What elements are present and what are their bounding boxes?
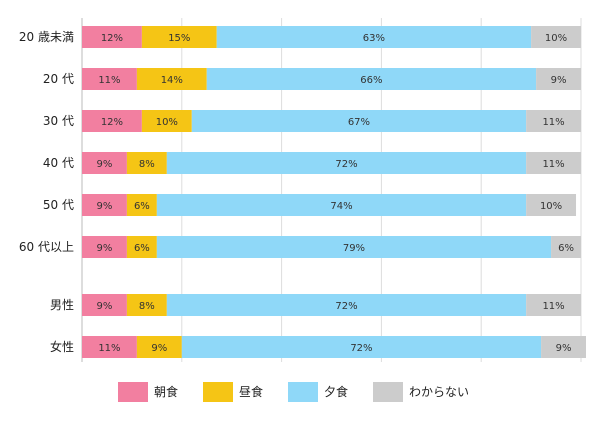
bar-segment [526, 152, 581, 174]
data-label: 11% [542, 301, 564, 312]
legend-label: 夕食 [324, 384, 348, 399]
bar-segment [216, 26, 532, 48]
data-label: 72% [335, 159, 357, 170]
bar-segment [166, 152, 527, 174]
data-label: 9% [556, 343, 572, 354]
legend-swatch [373, 382, 403, 402]
data-label: 79% [343, 243, 365, 254]
legend-label: 昼食 [239, 384, 263, 399]
bar-segment [141, 26, 217, 48]
category-label: 60 代以上 [19, 240, 74, 254]
category-label: 30 代 [43, 114, 74, 128]
bar-segment [156, 194, 527, 216]
bar-segment [551, 236, 581, 258]
data-label: 11% [542, 117, 564, 128]
bar-segment [191, 110, 527, 132]
data-label: 10% [540, 201, 562, 212]
data-label: 63% [363, 33, 385, 44]
data-label: 72% [335, 301, 357, 312]
data-label: 11% [542, 159, 564, 170]
bar-segment [82, 236, 127, 258]
data-label: 74% [330, 201, 352, 212]
bar-segment [156, 236, 552, 258]
bar-segment [82, 336, 137, 358]
legend-label: 朝食 [154, 384, 178, 399]
bar-segment [526, 110, 581, 132]
data-label: 6% [134, 243, 150, 254]
bar-segment [126, 152, 167, 174]
bar-segment [206, 68, 537, 90]
bar-segment [526, 294, 581, 316]
category-label: 50 代 [43, 198, 74, 212]
data-label: 12% [101, 117, 123, 128]
data-label: 9% [97, 159, 113, 170]
bar-segment [82, 68, 137, 90]
data-label: 15% [168, 33, 190, 44]
category-label: 40 代 [43, 156, 74, 170]
data-label: 66% [360, 75, 382, 86]
category-label: 20 歳未満 [19, 30, 74, 44]
legend-swatch [288, 382, 318, 402]
data-label: 8% [139, 159, 155, 170]
category-label: 女性 [50, 339, 74, 354]
bar-segment [82, 26, 142, 48]
data-label: 11% [98, 75, 120, 86]
legend-label: わからない [409, 385, 469, 399]
category-label: 男性 [50, 298, 74, 312]
bar-segment [526, 194, 577, 216]
data-label: 6% [558, 243, 574, 254]
bar-segment [82, 152, 127, 174]
data-label: 9% [97, 243, 113, 254]
data-label: 11% [98, 343, 120, 354]
bar-segment [136, 68, 207, 90]
bar-segment [126, 194, 157, 216]
legend-swatch [118, 382, 148, 402]
bar-segment [541, 336, 586, 358]
data-label: 9% [97, 201, 113, 212]
data-label: 12% [101, 33, 123, 44]
bar-segment [531, 26, 581, 48]
bar-segment [126, 236, 157, 258]
legend-swatch [203, 382, 233, 402]
bar-segment [536, 68, 581, 90]
data-label: 9% [151, 343, 167, 354]
bar-segment [141, 110, 192, 132]
data-label: 9% [97, 301, 113, 312]
legend: 朝食 昼食 夕食 わからない [118, 382, 469, 402]
data-label: 10% [156, 117, 178, 128]
data-label: 8% [139, 301, 155, 312]
data-label: 9% [551, 75, 567, 86]
data-label: 14% [161, 75, 183, 86]
data-label: 72% [350, 343, 372, 354]
data-label: 6% [134, 201, 150, 212]
category-label: 20 代 [43, 72, 74, 86]
bar-segment [126, 294, 167, 316]
bar-segment [166, 294, 527, 316]
bar-segment [82, 110, 142, 132]
bar-segment [136, 336, 182, 358]
bars: 12% 15% 63% 10% 11% 14% 66% 9% 12% 10% 67% 11% 9% 8% 7… [82, 26, 586, 358]
data-label: 10% [545, 33, 567, 44]
data-label: 67% [348, 117, 370, 128]
bar-segment [181, 336, 542, 358]
bar-segment [82, 294, 127, 316]
bar-segment [82, 194, 127, 216]
